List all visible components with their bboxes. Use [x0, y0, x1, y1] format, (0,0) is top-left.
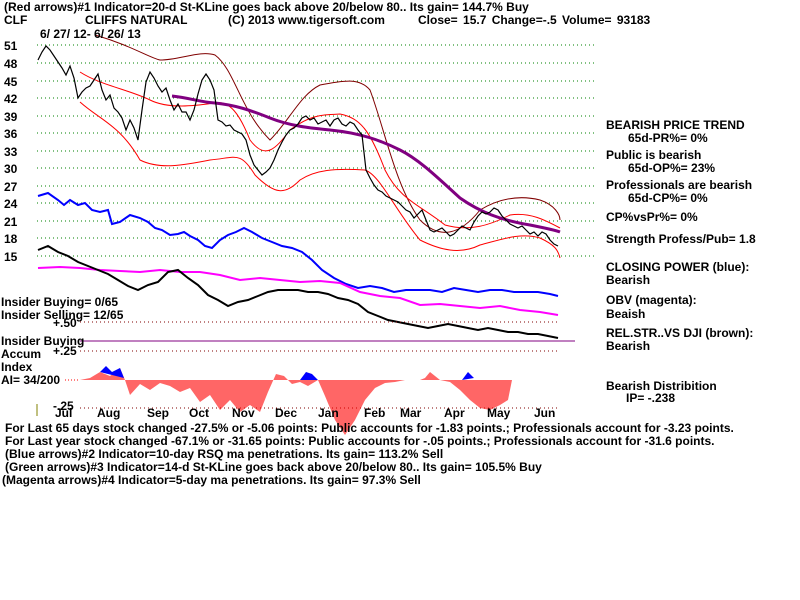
- price-gridlines: [37, 44, 595, 257]
- y-tick: 42: [4, 92, 18, 106]
- obv-value: Beaish: [606, 307, 646, 321]
- x-tick: Aug: [97, 406, 121, 420]
- x-tick: Feb: [364, 406, 386, 420]
- distribution-label: Bearish Distribition: [606, 379, 717, 393]
- ticker: CLF: [4, 13, 28, 27]
- insider-selling: Insider Selling= 12/65: [1, 308, 124, 322]
- relstr-line: [37, 244, 559, 339]
- price-bars: [37, 45, 559, 247]
- pr-value: 65d-PR%= 0%: [628, 131, 708, 145]
- y-tick: 51: [4, 39, 18, 53]
- x-tick: Nov: [232, 406, 255, 420]
- professionals-status: Professionals are bearish: [606, 178, 753, 192]
- insider-buying: Insider Buying= 0/65: [1, 295, 119, 309]
- public-status: Public is bearish: [606, 148, 702, 162]
- y-tick: 15: [4, 250, 18, 264]
- accum-index-area: [80, 368, 512, 435]
- accum-index-positive: [100, 366, 474, 380]
- x-tick: May: [487, 406, 511, 420]
- y-tick: 21: [4, 215, 18, 229]
- obv-line: [37, 265, 559, 316]
- indicator-1-text: (Red arrows)#1 Indicator=20-d St-KLine g…: [4, 0, 529, 14]
- footer-blue-arrows: (Blue arrows)#2 Indicator=10-day RSQ ma …: [5, 447, 444, 461]
- y-tick: 48: [4, 57, 18, 71]
- obv-label: OBV (magenta):: [606, 293, 697, 307]
- closing-power-line: [37, 191, 559, 297]
- index-label: Index: [1, 360, 33, 374]
- cp-value: 65d-CP%= 0%: [628, 191, 708, 205]
- x-tick: Apr: [444, 406, 465, 420]
- y-tick: 18: [4, 232, 18, 246]
- y-tick: 24: [4, 197, 18, 211]
- y-tick: 27: [4, 180, 18, 194]
- x-tick: Jul: [55, 406, 73, 420]
- closing-power-label: CLOSING POWER (blue):: [606, 260, 750, 274]
- trend-title: BEARISH PRICE TREND: [606, 118, 745, 132]
- relstr-label: REL.STR..VS DJI (brown):: [606, 326, 754, 340]
- accum-tick-plus25: +.25: [53, 344, 77, 358]
- x-tick: Jan: [318, 406, 339, 420]
- company-name: CLIFFS NATURAL: [85, 13, 188, 27]
- ip-value: IP= -.238: [626, 391, 676, 405]
- x-tick: Dec: [275, 406, 298, 420]
- y-tick: 30: [4, 162, 18, 176]
- quote-summary: Close= 15.7 Change=-.5 Volume= 93183: [418, 13, 651, 27]
- closing-power-value: Bearish: [606, 273, 651, 287]
- accum-label: Accum: [1, 347, 42, 361]
- x-tick: Sep: [147, 406, 170, 420]
- cpvspr-value: CP%vsPr%= 0%: [606, 210, 698, 224]
- x-tick: Jun: [534, 406, 556, 420]
- footer-magenta-arrows: (Magenta arrows)#4 Indicator=5-day ma pe…: [2, 473, 421, 487]
- inner-upper-band: [79, 71, 561, 229]
- footer-green-arrows: (Green arrows)#3 Indicator=14-d St-KLine…: [5, 460, 542, 474]
- moving-average: [171, 94, 561, 234]
- lower-band: [79, 101, 561, 259]
- insider-buying-line-label: Insider Buying: [1, 334, 85, 348]
- relstr-value: Bearish: [606, 339, 651, 353]
- ai-value: AI= 34/200: [1, 373, 61, 387]
- date-range: 6/ 27/ 12- 6/ 26/ 13: [40, 27, 141, 41]
- op-value: 65d-OP%= 23%: [628, 161, 716, 175]
- x-tick: Mar: [400, 406, 422, 420]
- strength-value: Strength Profess/Pub= 1.8: [606, 232, 756, 246]
- copyright: (C) 2013 www.tigersoft.com: [228, 13, 385, 27]
- x-tick: Oct: [189, 406, 210, 420]
- footer-65day: For Last 65 days stock changed -27.5% or…: [5, 421, 734, 435]
- y-tick: 45: [4, 75, 18, 89]
- accum-tick-plus50: +.50: [53, 316, 77, 330]
- accum-tick-minus25: -.25: [53, 399, 74, 413]
- upper-band: [94, 34, 561, 233]
- y-tick: 33: [4, 145, 18, 159]
- y-tick: 39: [4, 110, 18, 124]
- footer-year: For Last year stock changed -67.1% or -3…: [5, 434, 715, 448]
- y-tick: 36: [4, 127, 18, 141]
